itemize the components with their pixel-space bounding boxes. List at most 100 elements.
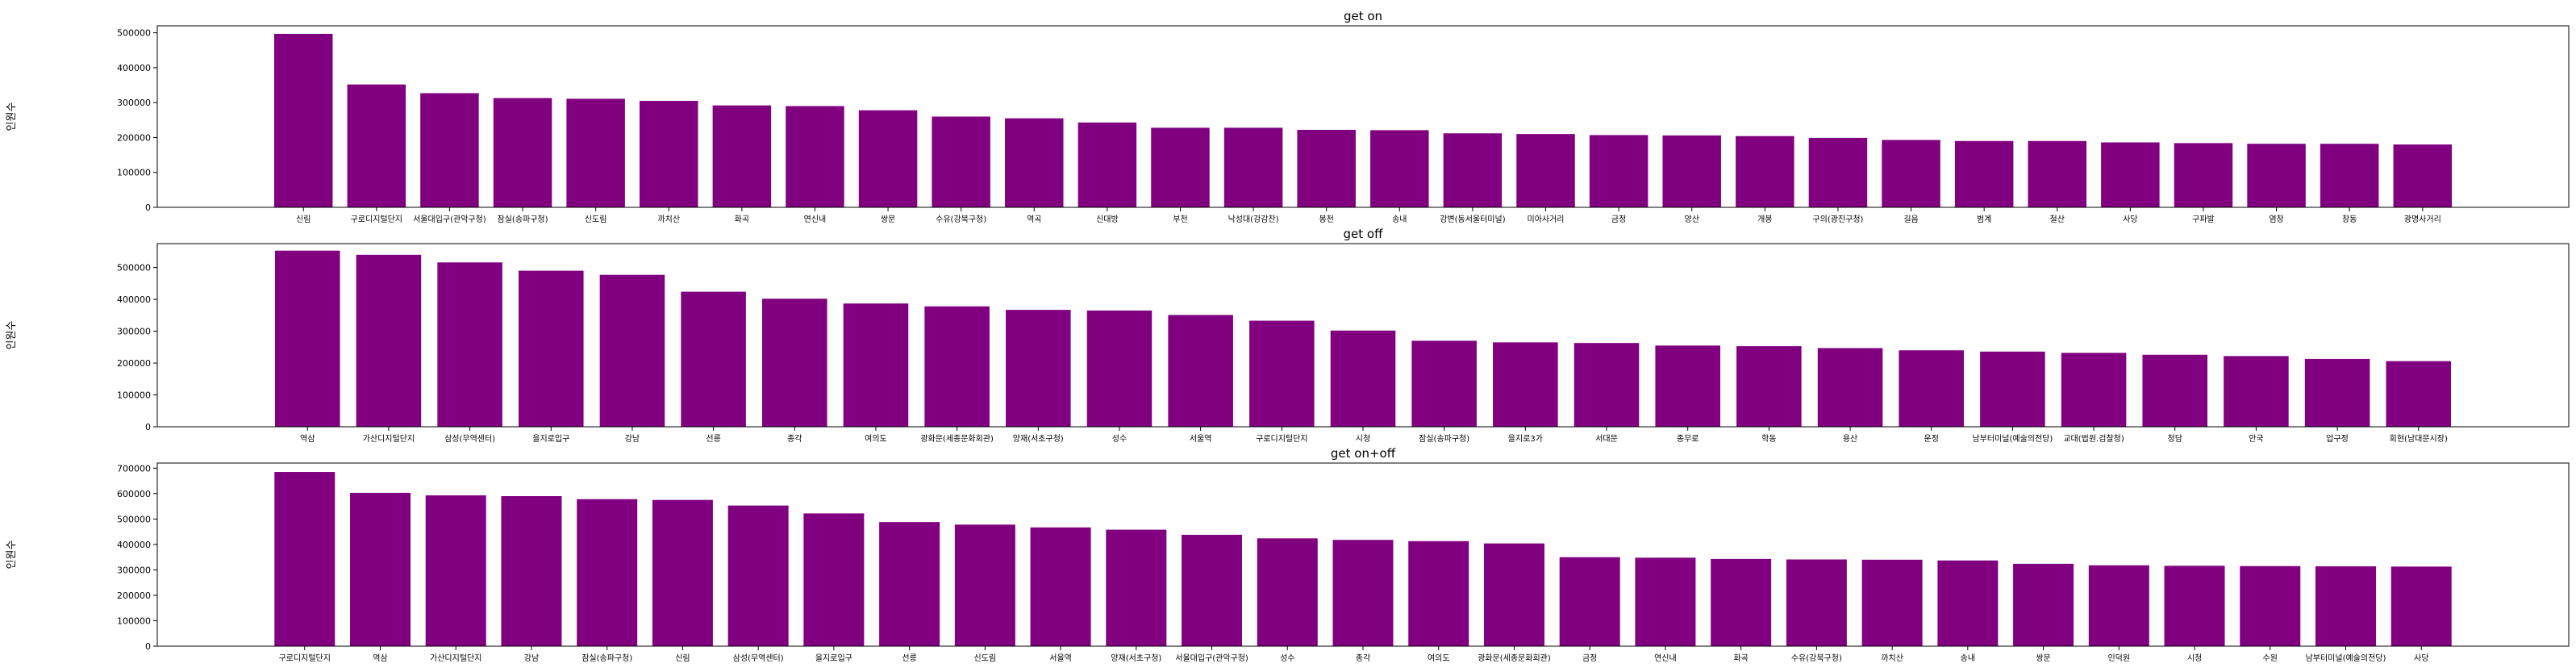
- y-tick-label: 500000: [117, 28, 151, 39]
- x-tick-label: 잠실(송파구청): [498, 215, 548, 224]
- x-tick-label: 구로디지털단지: [279, 653, 331, 663]
- x-tick-label: 창동: [2342, 215, 2357, 224]
- x-tick-label: 수유(강북구청): [1791, 653, 1842, 663]
- bar-12: [1106, 529, 1167, 646]
- bar-10: [954, 524, 1015, 646]
- bar-16: [1493, 342, 1558, 427]
- x-tick-label: 미아사거리: [1528, 215, 1565, 224]
- bar-7: [762, 298, 827, 427]
- x-tick-label: 삼성(무역센터): [444, 434, 495, 444]
- bar-8: [803, 513, 865, 646]
- y-axis-label: 인원수: [6, 321, 18, 350]
- bar-11: [1086, 310, 1153, 427]
- bar-19: [1589, 135, 1649, 207]
- y-tick-label: 200000: [117, 132, 151, 143]
- y-tick-label: 300000: [117, 327, 151, 337]
- y-axis-label: 인원수: [6, 102, 18, 131]
- chart-title: get off: [1344, 227, 1384, 241]
- x-tick-label: 사당: [2414, 653, 2428, 663]
- x-tick-label: 사당: [2123, 215, 2137, 224]
- x-tick-label: 구로디지털단지: [351, 215, 402, 224]
- chart-panel-2: get off 인원수 0 100000 200000 300000 400000 50000…: [6, 227, 2570, 444]
- bar-16: [1370, 130, 1429, 208]
- x-tick-label: 성수: [1280, 653, 1294, 663]
- x-tick-label: 종각: [1356, 653, 1370, 663]
- axes-frame: [156, 25, 2570, 208]
- x-tick-label: 선릉: [902, 653, 916, 663]
- bar-25: [2028, 140, 2086, 207]
- x-tick-label: 서울역: [1190, 434, 1212, 444]
- x-tick-label: 연신내: [804, 215, 827, 224]
- bar-25: [2224, 356, 2289, 427]
- bar-5: [599, 274, 665, 427]
- x-tick-label: 역곡: [1027, 215, 1041, 224]
- bar-19: [1736, 346, 1802, 427]
- x-tick-label: 양재(서초구청): [1013, 434, 1064, 444]
- bar-3: [437, 262, 502, 427]
- x-tick-label: 광화문(세종문화회관): [920, 434, 994, 444]
- x-tick-label: 수원: [2263, 653, 2278, 663]
- x-tick-label: 신도림: [974, 653, 997, 663]
- x-tick-label: 학동: [1761, 434, 1776, 444]
- y-tick-label: 500000: [117, 263, 151, 273]
- bar-9: [924, 306, 990, 427]
- bar-21: [1899, 350, 1964, 427]
- x-tick-label: 강남: [524, 653, 539, 663]
- x-tick-label: 강변(동서울터미널): [1440, 215, 1506, 224]
- bar-21: [1736, 136, 1794, 207]
- y-tick-label: 0: [145, 641, 151, 652]
- x-tick-label: 개봉: [1757, 215, 1772, 224]
- axes-frame: [156, 462, 2570, 647]
- x-tick-label: 쌍문: [881, 215, 895, 224]
- bar-4: [493, 98, 552, 207]
- bar-27: [2174, 143, 2233, 207]
- bar-6: [681, 291, 746, 427]
- bar-22: [1980, 351, 2045, 427]
- x-tick-label: 운정: [1924, 434, 1939, 444]
- bar-14: [1223, 127, 1283, 207]
- bar-1: [273, 33, 333, 208]
- x-tick-label: 신도림: [585, 215, 607, 224]
- x-tick-label: 봉천: [1319, 215, 1333, 224]
- bar-14: [1257, 538, 1318, 646]
- y-axis-label: 인원수: [6, 541, 18, 570]
- bar-11: [1030, 527, 1091, 646]
- x-tick-label: 염창: [2269, 215, 2283, 224]
- bar-15: [1332, 540, 1394, 646]
- bar-17: [1574, 343, 1640, 427]
- x-tick-label: 을지로입구: [815, 653, 852, 663]
- x-tick-label: 잠실(송파구청): [581, 653, 632, 663]
- bar-17: [1483, 543, 1544, 646]
- x-tick-label: 낙성대(강감찬): [1228, 215, 1279, 224]
- bar-12: [1168, 315, 1233, 427]
- bar-8: [786, 106, 844, 207]
- bar-18: [1516, 134, 1575, 207]
- x-tick-label: 금정: [1611, 215, 1626, 224]
- x-tick-label: 구파발: [2192, 215, 2215, 224]
- y-tick-label: 500000: [117, 514, 151, 524]
- y-tick-label: 200000: [117, 591, 151, 601]
- axes-frame: [156, 243, 2570, 428]
- x-tick-label: 시청: [1356, 434, 1370, 444]
- y-tick-label: 100000: [117, 616, 151, 626]
- y-tick-label: 300000: [117, 98, 151, 108]
- x-tick-label: 수유(강북구청): [936, 215, 986, 224]
- bar-8: [843, 303, 909, 427]
- y-tick-label: 600000: [117, 489, 151, 499]
- x-tick-label: 서울대입구(관악구청): [413, 214, 486, 224]
- y-tick-label: 400000: [117, 294, 151, 305]
- bar-22: [1808, 137, 1868, 207]
- bar-11: [1005, 118, 1064, 207]
- x-tick-label: 범계: [1977, 215, 1991, 224]
- bar-21: [1786, 559, 1847, 646]
- x-tick-label: 삼성(무역센터): [733, 653, 784, 663]
- bar-20: [1817, 348, 1883, 427]
- bar-7: [712, 105, 772, 207]
- x-tick-label: 길음: [1903, 214, 1918, 224]
- x-tick-label: 여의도: [1428, 653, 1450, 663]
- bar-27: [2240, 566, 2301, 646]
- x-tick-label: 종각: [787, 434, 802, 444]
- y-tick-label: 0: [145, 202, 151, 213]
- x-tick-label: 구로디지털단지: [1256, 434, 1307, 444]
